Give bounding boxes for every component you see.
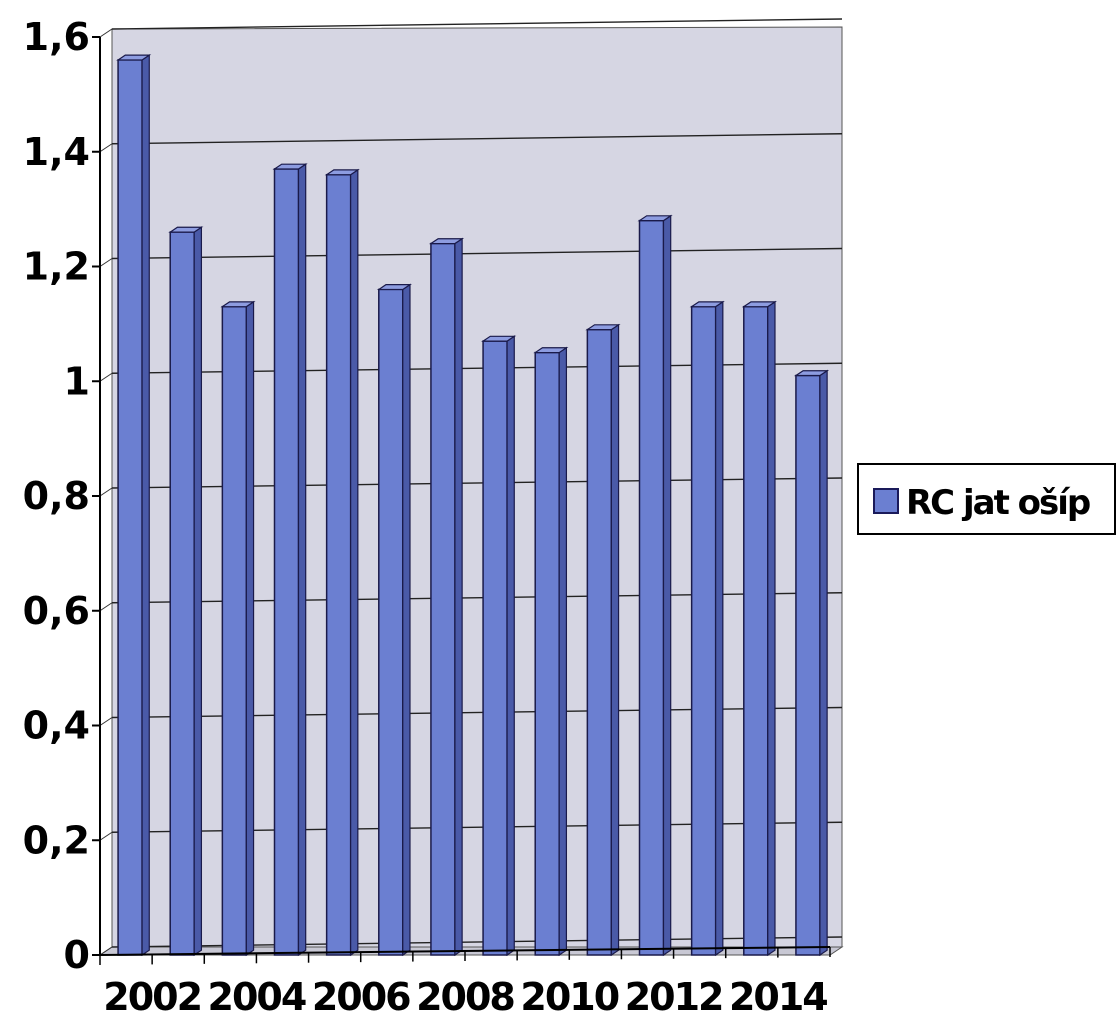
legend-box xyxy=(857,463,1116,535)
bar xyxy=(793,369,830,957)
bar-front xyxy=(430,242,456,956)
bar-front xyxy=(273,168,300,956)
x-tick-label: 2004 xyxy=(208,975,306,1019)
bar xyxy=(533,346,569,957)
bar-side xyxy=(715,300,724,957)
bar-front xyxy=(690,305,717,956)
y-tick-label: 0 xyxy=(64,933,90,977)
gridline xyxy=(111,133,843,145)
y-tick-label: 0,8 xyxy=(23,474,90,518)
y-tick-label: 1,4 xyxy=(23,130,90,174)
bar-front xyxy=(795,374,821,956)
x-tick-label: 2010 xyxy=(520,975,618,1019)
x-tick-label: 2006 xyxy=(312,975,410,1019)
bar xyxy=(428,237,465,957)
bar xyxy=(741,300,777,957)
gridline-side xyxy=(99,602,113,612)
bar-top xyxy=(272,163,308,170)
bar xyxy=(481,335,517,957)
bar-side xyxy=(662,214,672,957)
gridline-side xyxy=(99,28,113,38)
bar-front xyxy=(482,340,508,956)
bar xyxy=(116,54,152,957)
bar xyxy=(585,323,621,957)
bar-side xyxy=(454,237,463,957)
bar-side xyxy=(297,163,307,957)
bar xyxy=(637,214,673,957)
gridline-side xyxy=(99,372,113,382)
gridline-side xyxy=(99,487,113,497)
x-tick-label: 2008 xyxy=(416,975,514,1019)
bar-front xyxy=(117,59,143,956)
bar xyxy=(376,283,412,957)
x-tick-label: 2012 xyxy=(625,975,723,1019)
bar-side xyxy=(193,226,203,957)
bar xyxy=(689,300,725,957)
bar-top xyxy=(428,238,465,245)
legend-swatch xyxy=(873,488,899,514)
bar-top xyxy=(481,335,517,342)
bar-front xyxy=(169,231,195,956)
bar-top xyxy=(793,370,830,377)
y-tick-label: 1,6 xyxy=(23,15,90,59)
bar-front xyxy=(638,219,665,956)
gridline-side xyxy=(99,946,113,956)
bar-side xyxy=(610,323,620,957)
gridline-side xyxy=(99,831,113,841)
bar-top xyxy=(324,169,360,176)
bar-front xyxy=(221,305,248,956)
y-tick-label: 0,6 xyxy=(23,589,90,633)
gridline-side xyxy=(99,258,113,267)
y-tick-label: 1 xyxy=(64,359,90,403)
bar-top xyxy=(585,324,621,331)
bar-top xyxy=(376,284,412,291)
gridline-side xyxy=(99,143,113,153)
bar xyxy=(220,300,256,957)
bar-side xyxy=(558,346,568,957)
bar-side xyxy=(402,283,411,957)
bar-side xyxy=(350,168,359,957)
legend: RC jat ošíp xyxy=(857,463,1116,535)
bar-side xyxy=(767,300,776,957)
bar-top xyxy=(741,301,777,308)
gridline xyxy=(111,247,843,260)
bars xyxy=(116,54,830,957)
bar-front xyxy=(378,288,404,956)
bar-top xyxy=(689,301,725,308)
bar-side xyxy=(506,335,515,957)
y-tick-label: 0,4 xyxy=(23,704,90,748)
bar-side xyxy=(819,369,828,957)
gridline-side xyxy=(99,717,113,726)
bar-top xyxy=(116,54,152,61)
bar-front xyxy=(586,328,613,956)
bar xyxy=(272,163,308,957)
y-tick-label: 1,2 xyxy=(23,245,90,289)
gridline xyxy=(111,18,843,30)
bar-top xyxy=(637,215,673,222)
bar-front xyxy=(743,305,769,956)
bar-top xyxy=(168,226,204,233)
bar-top xyxy=(220,301,256,308)
bar-front xyxy=(534,351,560,956)
y-axis-ticks: 0 0,2 0,4 0,6 0,8 1 1,2 1,4 1,6 xyxy=(23,15,100,977)
x-tick-label: 2002 xyxy=(103,975,201,1019)
bar xyxy=(324,168,360,957)
x-tick-label: 2014 xyxy=(729,975,827,1019)
y-tick-label: 0,2 xyxy=(23,818,90,862)
chart-walls xyxy=(98,26,844,956)
bar-side xyxy=(141,54,150,957)
x-axis-ticks: 2002 2004 2006 2008 2010 2012 2014 xyxy=(99,947,831,1019)
bar-top xyxy=(533,347,569,354)
bar-side xyxy=(245,300,255,957)
legend-label: RC jat ošíp xyxy=(906,483,1090,523)
bar xyxy=(168,226,204,957)
bar-front xyxy=(325,173,352,956)
